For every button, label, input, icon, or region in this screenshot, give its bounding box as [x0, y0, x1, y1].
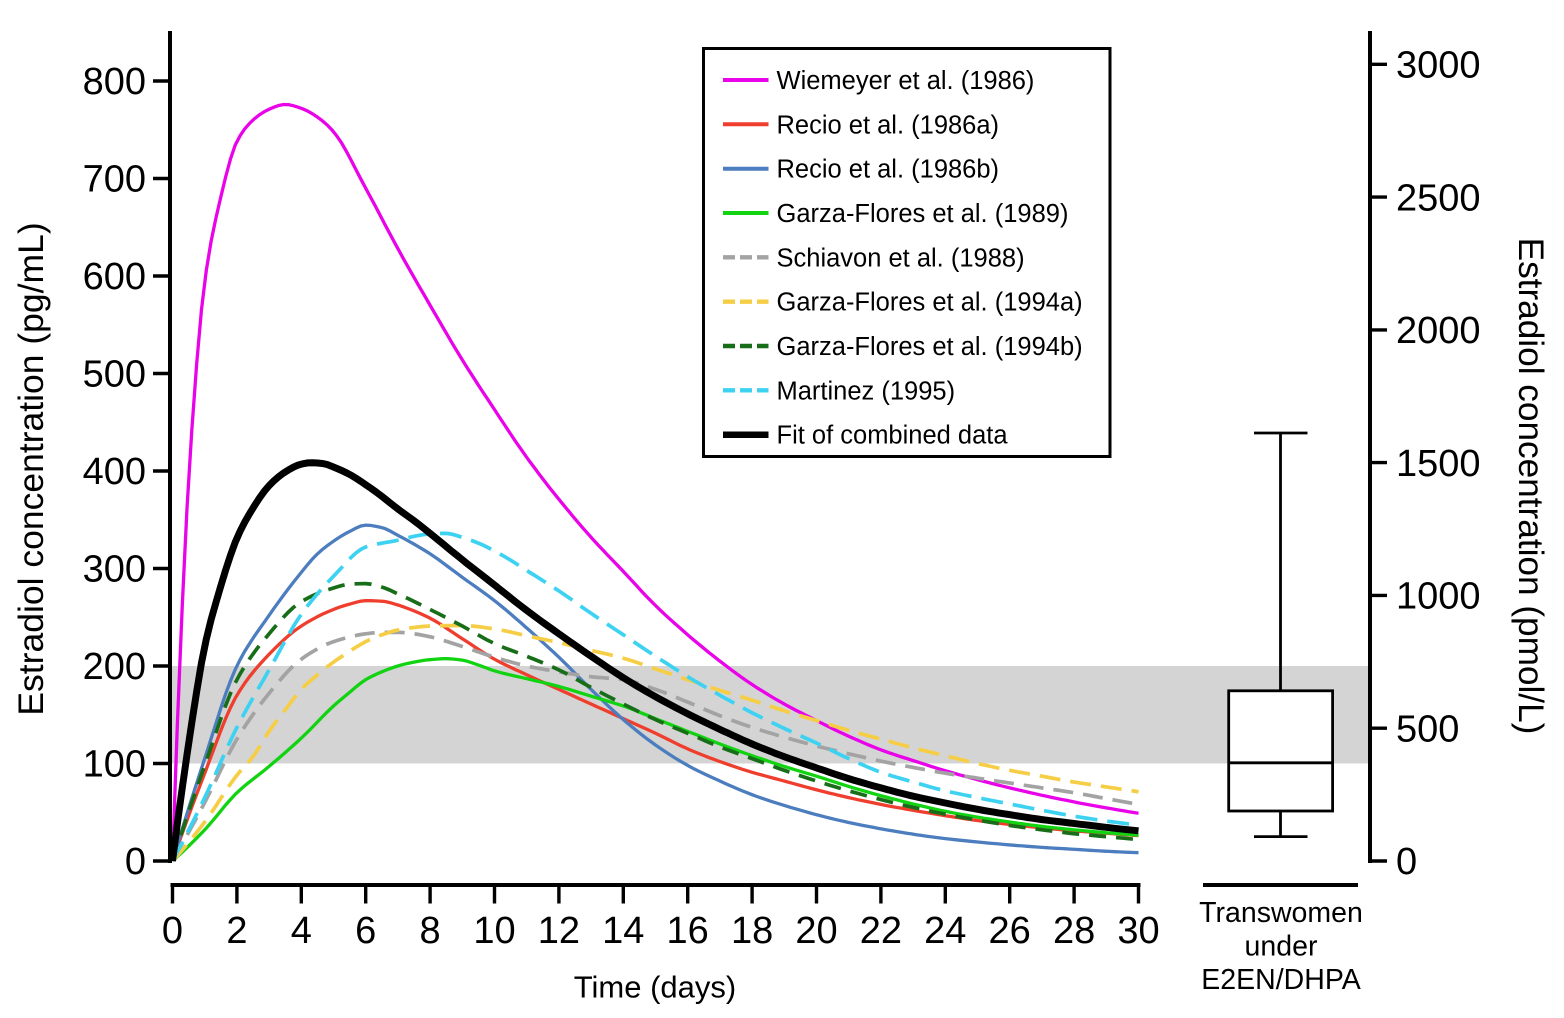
svg-text:0: 0	[125, 841, 146, 883]
svg-text:14: 14	[602, 910, 644, 952]
svg-text:Estradiol concentration (pg/mL: Estradiol concentration (pg/mL)	[11, 222, 51, 715]
svg-text:4: 4	[291, 910, 312, 952]
svg-text:24: 24	[924, 910, 966, 952]
svg-text:700: 700	[83, 159, 146, 201]
svg-text:Schiavon et al. (1988): Schiavon et al. (1988)	[777, 244, 1025, 272]
svg-text:10: 10	[473, 910, 515, 952]
svg-text:2: 2	[226, 910, 247, 952]
svg-text:Time (days): Time (days)	[574, 970, 736, 1005]
svg-text:6: 6	[355, 910, 376, 952]
svg-text:Martinez (1995): Martinez (1995)	[777, 377, 956, 405]
svg-text:12: 12	[538, 910, 580, 952]
svg-text:500: 500	[1396, 708, 1459, 750]
svg-text:0: 0	[162, 910, 183, 952]
svg-text:800: 800	[83, 61, 146, 103]
svg-text:3000: 3000	[1396, 45, 1481, 87]
svg-text:500: 500	[83, 354, 146, 396]
svg-text:600: 600	[83, 256, 146, 298]
svg-text:0: 0	[1396, 841, 1417, 883]
svg-text:Wiemeyer et al. (1986): Wiemeyer et al. (1986)	[777, 67, 1035, 95]
svg-text:22: 22	[860, 910, 902, 952]
svg-text:2000: 2000	[1396, 310, 1481, 352]
svg-text:26: 26	[989, 910, 1031, 952]
svg-text:18: 18	[731, 910, 773, 952]
svg-text:16: 16	[667, 910, 709, 952]
svg-text:E2EN/DHPA: E2EN/DHPA	[1201, 964, 1360, 996]
svg-text:Garza-Flores et al. (1989): Garza-Flores et al. (1989)	[777, 200, 1069, 228]
svg-text:8: 8	[420, 910, 441, 952]
svg-text:200: 200	[83, 646, 146, 688]
svg-text:Garza-Flores et al. (1994a): Garza-Flores et al. (1994a)	[777, 289, 1083, 317]
svg-text:30: 30	[1117, 910, 1159, 952]
svg-text:400: 400	[83, 451, 146, 493]
svg-text:2500: 2500	[1396, 177, 1481, 219]
svg-text:Transwomen: Transwomen	[1199, 897, 1363, 929]
svg-text:1500: 1500	[1396, 443, 1481, 485]
svg-text:Estradiol concentration (pmol/: Estradiol concentration (pmol/L)	[1511, 238, 1550, 735]
svg-text:Fit of combined data: Fit of combined data	[777, 422, 1009, 450]
svg-text:100: 100	[83, 744, 146, 786]
svg-text:Garza-Flores et al. (1994b): Garza-Flores et al. (1994b)	[777, 333, 1083, 361]
svg-text:300: 300	[83, 549, 146, 591]
svg-text:28: 28	[1053, 910, 1095, 952]
svg-text:Recio et al. (1986a): Recio et al. (1986a)	[777, 111, 1000, 139]
svg-text:20: 20	[795, 910, 837, 952]
svg-text:under: under	[1245, 931, 1318, 963]
svg-text:1000: 1000	[1396, 576, 1481, 618]
svg-text:Recio et al. (1986b): Recio et al. (1986b)	[777, 156, 1000, 184]
